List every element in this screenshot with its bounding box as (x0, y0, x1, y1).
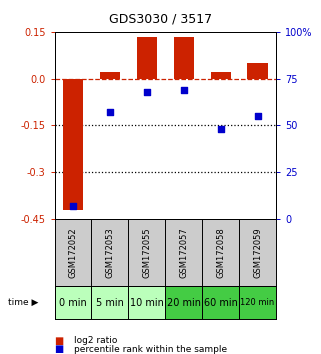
Bar (91, 286, 128, 319)
Point (144, 89, 150, 95)
Text: 5 min: 5 min (96, 298, 124, 308)
Text: 0 min: 0 min (59, 298, 87, 308)
Text: GSM172052: GSM172052 (68, 227, 78, 278)
Bar (100, 73, 120, 79)
Text: 20 min: 20 min (167, 298, 201, 308)
Point (255, 113, 260, 119)
Bar (63, 79, 83, 210)
Bar (239, 286, 276, 319)
Bar (211, 73, 231, 79)
Text: GSM172055: GSM172055 (142, 227, 152, 278)
Bar (247, 63, 268, 79)
Text: GSM172059: GSM172059 (253, 227, 262, 278)
Bar (174, 36, 194, 79)
Text: GSM172057: GSM172057 (179, 227, 188, 278)
Text: 60 min: 60 min (204, 298, 238, 308)
Point (107, 109, 112, 115)
Bar (137, 36, 157, 79)
Bar (165, 286, 202, 319)
Bar (128, 286, 165, 319)
Text: GDS3030 / 3517: GDS3030 / 3517 (109, 12, 212, 25)
Text: 10 min: 10 min (130, 298, 164, 308)
Text: GSM172053: GSM172053 (105, 227, 115, 278)
Text: log2 ratio: log2 ratio (74, 336, 117, 345)
Point (71, 203, 76, 209)
Text: percentile rank within the sample: percentile rank within the sample (74, 345, 227, 354)
Bar (202, 286, 239, 319)
Text: ■: ■ (55, 344, 64, 354)
Point (218, 126, 223, 132)
Text: GSM172058: GSM172058 (216, 227, 225, 278)
Text: time ▶: time ▶ (8, 298, 38, 307)
Bar (55, 286, 91, 319)
Point (181, 87, 186, 93)
Text: 120 min: 120 min (240, 298, 275, 307)
Text: ■: ■ (55, 336, 64, 346)
